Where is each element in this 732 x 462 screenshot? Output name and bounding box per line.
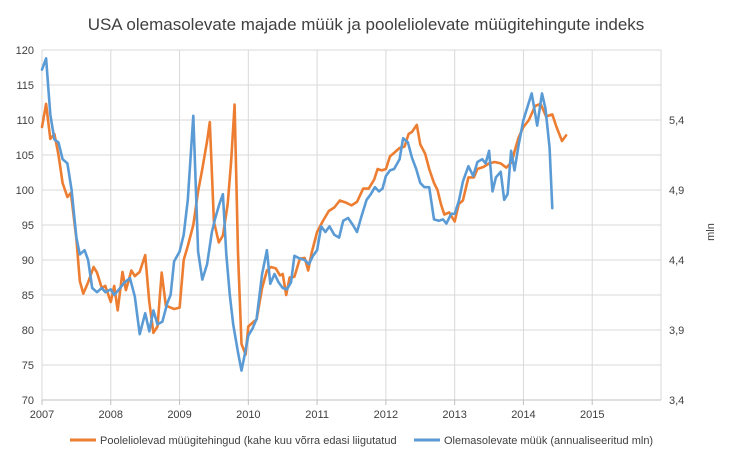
y-left-tick-label: 75 (22, 360, 34, 372)
axes: 70 75 80 85 90 95 100 105 110 115 120 3,4 3,9 4,4 4,9 5… (16, 45, 685, 421)
y-left-tick-label: 95 (22, 220, 34, 232)
legend-label-existing-sales: Olemasolevate müük (annualiseeritud mln) (444, 435, 653, 447)
y-left-tick-label: 110 (16, 115, 34, 127)
x-tick-label: 2009 (167, 409, 191, 421)
y-left-tick-label: 105 (16, 150, 34, 162)
y-left-tick-label: 120 (16, 45, 34, 57)
y-right-tick-label: 5,4 (669, 115, 684, 127)
x-tick-label: 2014 (511, 409, 535, 421)
y-right-tick-label: 3,4 (669, 395, 684, 407)
y-left-tick-label: 100 (16, 185, 34, 197)
legend: Pooleliolevad müügitehingud (kahe kuu võ… (70, 435, 653, 447)
legend-label-pending-sales: Pooleliolevad müügitehingud (kahe kuu võ… (100, 435, 397, 447)
x-tick-label: 2010 (236, 409, 260, 421)
y-left-tick-label: 70 (22, 395, 34, 407)
right-axis-title: mln (705, 223, 717, 241)
chart-title: USA olemasolevate majade müük ja pooleli… (88, 15, 645, 34)
x-tick-label: 2015 (580, 409, 604, 421)
y-left-tick-label: 80 (22, 325, 34, 337)
series-line-existing-sales (40, 57, 554, 372)
y-left-tick-label: 90 (22, 255, 34, 267)
y-right-tick-label: 3,9 (669, 325, 684, 337)
x-tick-label: 2013 (442, 409, 466, 421)
x-tick-label: 2012 (374, 409, 398, 421)
series-lines (40, 57, 568, 372)
x-tick-label: 2007 (30, 409, 54, 421)
y-right-tick-label: 4,4 (669, 255, 684, 267)
series-line-pending-sales (40, 102, 568, 356)
x-tick-label: 2011 (305, 409, 329, 421)
x-tick-label: 2008 (99, 409, 123, 421)
y-left-tick-label: 85 (22, 290, 34, 302)
y-right-tick-label: 4,9 (669, 185, 684, 197)
y-left-tick-label: 115 (16, 80, 34, 92)
